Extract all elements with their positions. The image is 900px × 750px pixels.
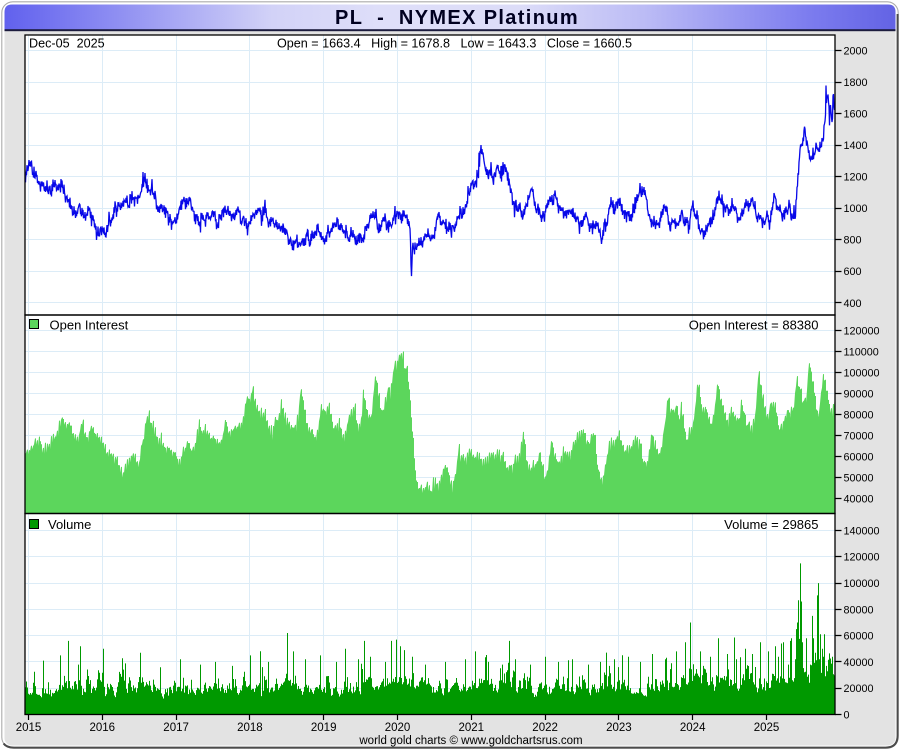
svg-text:80000: 80000 [844,604,874,616]
svg-text:2025: 2025 [754,722,780,734]
svg-text:110000: 110000 [844,346,879,358]
svg-text:2015: 2015 [16,722,42,734]
svg-text:60000: 60000 [844,631,874,643]
svg-text:100000: 100000 [844,367,880,379]
svg-text:1000: 1000 [844,203,868,215]
svg-text:Open Interest: Open Interest [50,318,129,333]
svg-text:2023: 2023 [606,722,632,734]
svg-text:100000: 100000 [844,578,880,590]
svg-text:20000: 20000 [844,683,874,695]
svg-text:1800: 1800 [844,77,868,89]
svg-text:2024: 2024 [680,722,706,734]
svg-text:1600: 1600 [844,109,868,121]
svg-text:60000: 60000 [844,451,874,463]
svg-text:2019: 2019 [311,722,337,734]
svg-text:PL - NYMEX Platinum: PL - NYMEX Platinum [335,7,579,29]
svg-text:Open Interest = 88380: Open Interest = 88380 [689,318,819,333]
svg-text:140000: 140000 [844,525,880,537]
svg-text:1200: 1200 [844,172,868,184]
svg-text:2016: 2016 [90,722,116,734]
svg-text:40000: 40000 [844,657,874,669]
svg-text:800: 800 [844,235,862,247]
svg-text:2018: 2018 [237,722,263,734]
svg-text:90000: 90000 [844,388,874,400]
svg-text:80000: 80000 [844,409,874,421]
svg-text:Open = 1663.4 High = 1678.8: Open = 1663.4 High = 1678.8 Low = 1643.3… [277,36,632,50]
svg-text:2000: 2000 [844,45,868,57]
svg-text:70000: 70000 [844,430,874,442]
svg-text:40000: 40000 [844,493,874,505]
svg-text:600: 600 [844,266,862,278]
svg-text:0: 0 [844,709,850,721]
svg-text:120000: 120000 [844,552,880,564]
svg-text:1400: 1400 [844,140,868,152]
svg-text:Volume = 29865: Volume = 29865 [724,517,818,532]
svg-text:world gold charts © www.goldch: world gold charts © www.goldchartsrus.co… [358,735,582,747]
svg-text:2022: 2022 [532,722,558,734]
svg-text:400: 400 [844,298,862,310]
svg-text:50000: 50000 [844,472,874,484]
svg-text:Volume: Volume [48,517,91,532]
svg-text:120000: 120000 [844,325,880,337]
svg-text:2020: 2020 [385,722,411,734]
svg-text:2017: 2017 [163,722,189,734]
svg-text:Dec-05 2025: Dec-05 2025 [29,36,105,50]
svg-text:2021: 2021 [459,722,485,734]
